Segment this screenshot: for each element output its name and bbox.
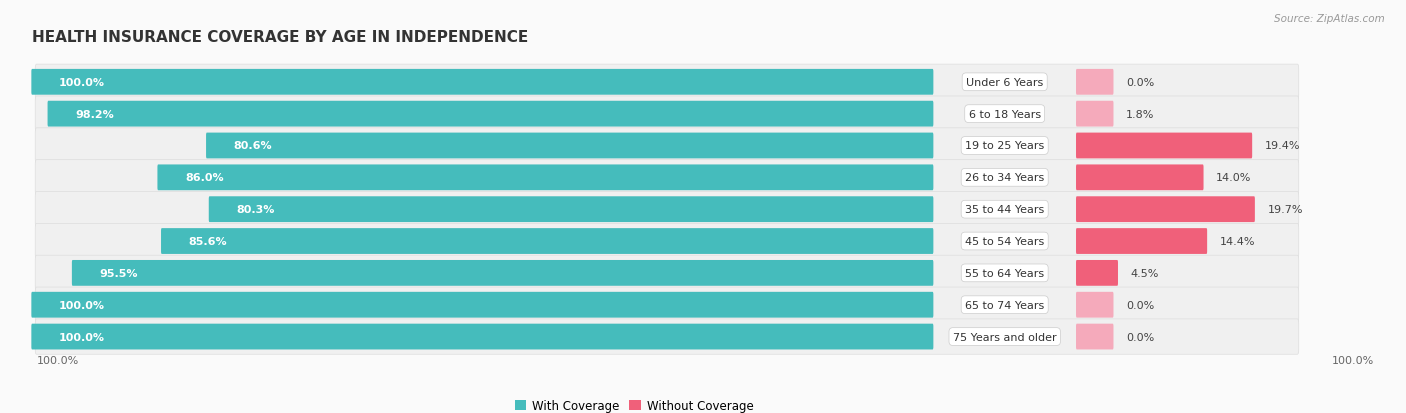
Text: Under 6 Years: Under 6 Years [966,78,1043,88]
Text: 26 to 34 Years: 26 to 34 Years [965,173,1045,183]
Text: HEALTH INSURANCE COVERAGE BY AGE IN INDEPENDENCE: HEALTH INSURANCE COVERAGE BY AGE IN INDE… [32,30,529,45]
Text: 19.4%: 19.4% [1265,141,1301,151]
FancyBboxPatch shape [1076,165,1204,191]
Text: 0.0%: 0.0% [1126,332,1154,342]
FancyBboxPatch shape [35,224,1299,259]
FancyBboxPatch shape [31,70,934,95]
FancyBboxPatch shape [162,228,934,254]
Text: 1.8%: 1.8% [1126,109,1154,119]
Text: 19.7%: 19.7% [1268,205,1303,215]
Text: 14.0%: 14.0% [1216,173,1251,183]
Text: 95.5%: 95.5% [100,268,138,278]
Text: 4.5%: 4.5% [1130,268,1159,278]
FancyBboxPatch shape [35,128,1299,164]
Text: 35 to 44 Years: 35 to 44 Years [965,205,1045,215]
FancyBboxPatch shape [31,324,934,350]
Text: 85.6%: 85.6% [188,237,228,247]
FancyBboxPatch shape [48,102,934,127]
FancyBboxPatch shape [1076,292,1114,318]
Text: 80.6%: 80.6% [233,141,273,151]
FancyBboxPatch shape [1076,102,1114,127]
FancyBboxPatch shape [35,192,1299,227]
Text: 65 to 74 Years: 65 to 74 Years [965,300,1045,310]
FancyBboxPatch shape [208,197,934,223]
Text: 100.0%: 100.0% [59,332,105,342]
FancyBboxPatch shape [35,287,1299,323]
FancyBboxPatch shape [1076,133,1253,159]
Legend: With Coverage, Without Coverage: With Coverage, Without Coverage [515,399,754,412]
FancyBboxPatch shape [35,256,1299,291]
Text: 6 to 18 Years: 6 to 18 Years [969,109,1040,119]
Text: 55 to 64 Years: 55 to 64 Years [965,268,1045,278]
Text: 100.0%: 100.0% [37,355,79,366]
FancyBboxPatch shape [1076,197,1256,223]
Text: 100.0%: 100.0% [1331,355,1374,366]
FancyBboxPatch shape [1076,70,1114,95]
Text: 14.4%: 14.4% [1220,237,1256,247]
Text: 100.0%: 100.0% [59,300,105,310]
Text: Source: ZipAtlas.com: Source: ZipAtlas.com [1274,14,1385,24]
FancyBboxPatch shape [1076,260,1118,286]
Text: 86.0%: 86.0% [186,173,224,183]
Text: 75 Years and older: 75 Years and older [953,332,1056,342]
FancyBboxPatch shape [72,260,934,286]
Text: 100.0%: 100.0% [59,78,105,88]
FancyBboxPatch shape [207,133,934,159]
Text: 98.2%: 98.2% [76,109,114,119]
FancyBboxPatch shape [35,65,1299,100]
Text: 0.0%: 0.0% [1126,300,1154,310]
Text: 0.0%: 0.0% [1126,78,1154,88]
Text: 19 to 25 Years: 19 to 25 Years [965,141,1045,151]
Text: 80.3%: 80.3% [236,205,276,215]
FancyBboxPatch shape [31,292,934,318]
FancyBboxPatch shape [35,97,1299,132]
FancyBboxPatch shape [35,319,1299,354]
FancyBboxPatch shape [1076,324,1114,350]
Text: 45 to 54 Years: 45 to 54 Years [965,237,1045,247]
FancyBboxPatch shape [157,165,934,191]
FancyBboxPatch shape [1076,228,1208,254]
FancyBboxPatch shape [35,160,1299,195]
